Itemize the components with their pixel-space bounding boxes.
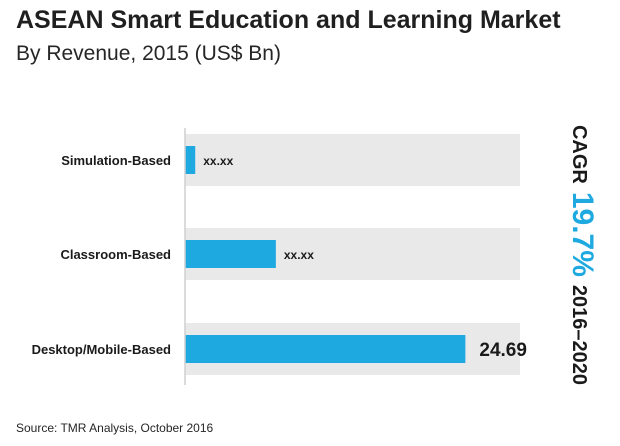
bar	[185, 335, 466, 363]
category-label: Classroom-Based	[60, 247, 171, 262]
cagr-value: 19.7%	[566, 191, 600, 277]
category-label: Desktop/Mobile-Based	[32, 342, 171, 357]
data-label: 24.69	[479, 340, 527, 361]
bar-track	[185, 134, 520, 186]
cagr-label: CAGR	[568, 124, 591, 184]
cagr-annotation: CAGR 19.7% 2016–2020	[542, 124, 620, 384]
bar	[185, 146, 196, 174]
chart-title: ASEAN Smart Education and Learning Marke…	[16, 6, 561, 34]
bar	[185, 240, 276, 268]
cagr-period: 2016–2020	[568, 284, 591, 385]
chart-subtitle: By Revenue, 2015 (US$ Bn)	[16, 42, 281, 65]
data-label: xx.xx	[284, 248, 314, 262]
category-label: Simulation-Based	[61, 153, 171, 168]
source-note: Source: TMR Analysis, October 2016	[16, 421, 214, 435]
data-label: xx.xx	[203, 154, 233, 168]
